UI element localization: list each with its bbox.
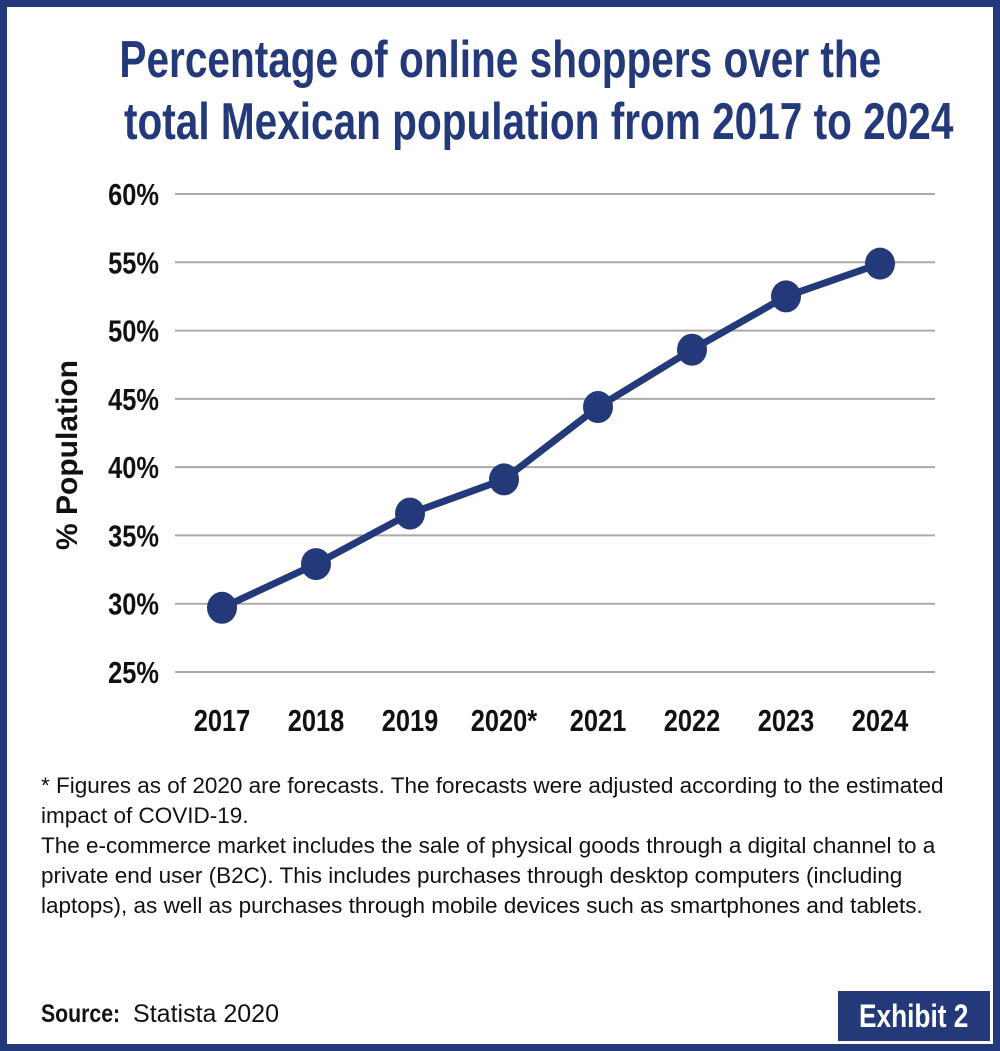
data-point <box>865 247 895 280</box>
x-tick-label: 2021 <box>570 704 627 739</box>
y-tick-label: 25% <box>108 656 159 691</box>
source-label: Source: <box>41 1000 121 1028</box>
y-axis-label: % Population <box>51 360 84 550</box>
data-point <box>395 497 425 530</box>
source-value: Statista 2020 <box>133 1000 279 1028</box>
y-tick-label: 55% <box>108 246 159 281</box>
footnotes: * Figures as of 2020 are forecasts. The … <box>41 771 981 921</box>
title-line-2: total Mexican population from 2017 to 20… <box>123 93 954 151</box>
y-tick-label: 45% <box>108 383 159 418</box>
data-point <box>583 391 613 424</box>
data-point <box>301 548 331 581</box>
y-tick-label: 40% <box>108 451 159 486</box>
source: Source: Statista 2020 <box>41 1000 279 1029</box>
title-line-1: Percentage of online shoppers over the <box>119 31 881 89</box>
data-point <box>207 591 237 624</box>
x-tick-label: 2024 <box>852 704 909 739</box>
x-tick-label: 2017 <box>194 704 251 739</box>
footnote-forecast: * Figures as of 2020 are forecasts. The … <box>41 773 944 828</box>
chart-title: Percentage of online shoppers over the t… <box>7 29 993 153</box>
y-tick-label: 30% <box>108 587 159 622</box>
x-tick-label: 2018 <box>288 704 345 739</box>
y-tick-label: 60% <box>108 178 159 213</box>
series-line <box>220 260 882 611</box>
x-tick-label: 2019 <box>382 704 439 739</box>
exhibit-label: Exhibit 2 <box>859 998 969 1034</box>
data-point <box>677 333 707 366</box>
x-tick-label: 2020* <box>471 704 537 739</box>
data-point <box>489 463 519 496</box>
data-point <box>771 280 801 313</box>
y-tick-label: 35% <box>108 519 159 554</box>
x-tick-label: 2023 <box>758 704 815 739</box>
exhibit-badge: Exhibit 2 <box>838 991 990 1041</box>
line-chart: % Population 25% 30% 35% 40% 45% 50% 55% 60% 201… <box>51 178 935 739</box>
x-tick-label: 2022 <box>664 704 721 739</box>
footnote-definition: The e-commerce market includes the sale … <box>41 833 936 918</box>
y-tick-label: 50% <box>108 314 159 349</box>
